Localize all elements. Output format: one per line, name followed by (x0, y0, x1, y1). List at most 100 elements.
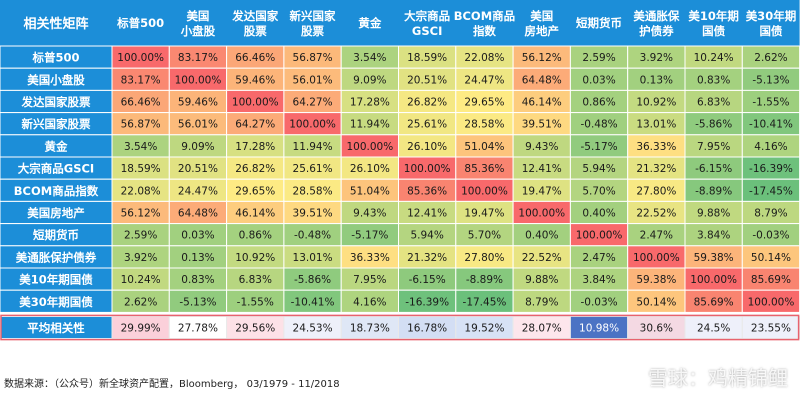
cell-value: 100.00% (633, 252, 680, 264)
cell-value: -8.89% (695, 185, 732, 197)
cell-value: 100.00% (346, 141, 393, 153)
cell-value: 22.52% (636, 208, 676, 220)
cell-value: 51.04% (350, 185, 390, 197)
cell-value: 0.86% (239, 230, 272, 242)
cell-value: 66.46% (235, 52, 275, 64)
cell-value: 13.01% (636, 119, 676, 131)
cell-value: 5.70% (582, 185, 615, 197)
cell-value: 4.16% (353, 296, 386, 308)
cell-value: 9.88% (697, 208, 730, 220)
header-row (0, 0, 800, 46)
average-value: 10.98% (579, 323, 619, 335)
cell-value: -10.41% (749, 119, 793, 131)
cell-value: 27.80% (636, 185, 676, 197)
cell-value: -6.15% (409, 274, 446, 286)
cell-value: 7.95% (697, 141, 730, 153)
column-header-line: 股票 (301, 24, 324, 38)
cell-value: -8.89% (466, 274, 503, 286)
cell-value: 59.38% (694, 252, 734, 264)
column-header-line: 新兴国家 (290, 9, 336, 23)
cell-value: 59.46% (235, 74, 275, 86)
cell-value: 56.12% (522, 52, 562, 64)
cell-value: 66.46% (121, 97, 161, 109)
cell-value: 25.61% (407, 119, 447, 131)
column-header-line: GSCI (412, 24, 442, 38)
cell-value: -5.86% (294, 274, 331, 286)
cell-value: 3.54% (124, 141, 157, 153)
cell-value: 64.48% (178, 208, 218, 220)
cell-value: 2.47% (582, 252, 615, 264)
row-header: 美国房地产 (27, 206, 85, 220)
column-header-line: 黄金 (358, 16, 381, 30)
average-row-outline (0, 314, 800, 341)
row-header: 美通胀保护债券 (16, 250, 97, 264)
cell-value: 5.94% (410, 230, 443, 242)
cell-value: 3.84% (582, 274, 615, 286)
cell-value: 50.14% (636, 296, 676, 308)
cell-value: -5.86% (695, 119, 732, 131)
cell-value: 0.83% (697, 74, 730, 86)
cell-value: 24.47% (178, 185, 218, 197)
cell-value: 21.32% (407, 252, 447, 264)
cell-value: -17.45% (463, 296, 507, 308)
cell-value: 12.41% (407, 208, 447, 220)
cell-value: 26.82% (235, 163, 275, 175)
column-header: 美国小盘股 (180, 9, 216, 38)
cell-value: 100.00% (690, 274, 737, 286)
cell-value: 36.33% (636, 141, 676, 153)
cell-value: 3.84% (697, 230, 730, 242)
cell-value: 2.59% (582, 52, 615, 64)
cell-value: 9.09% (353, 74, 386, 86)
row-header: 短期货币 (33, 228, 79, 242)
column-header: BCOM商品指数 (454, 9, 515, 38)
cell-value: 3.92% (124, 252, 157, 264)
row-header: 美国小盘股 (27, 73, 85, 87)
cell-value: 100.00% (232, 97, 279, 109)
row-header: 美30年期国债 (19, 295, 93, 309)
row-header: 美10年期国债 (19, 273, 93, 287)
cell-value: 8.79% (525, 296, 558, 308)
cell-value: 85.69% (694, 296, 734, 308)
average-value: 16.78% (407, 323, 447, 335)
cell-value: 0.86% (582, 97, 615, 109)
cell-value: 39.51% (293, 208, 333, 220)
cell-value: -5.13% (179, 296, 216, 308)
cell-value: 19.47% (522, 185, 562, 197)
cell-value: 26.10% (350, 163, 390, 175)
average-value: 23.55% (751, 323, 791, 335)
cell-value: 46.14% (522, 97, 562, 109)
cell-value: 0.83% (181, 274, 214, 286)
cell-value: 17.28% (235, 141, 275, 153)
cell-value: 51.04% (464, 141, 504, 153)
column-header-line: 标普500 (116, 16, 164, 30)
cell-value: 2.62% (754, 52, 787, 64)
cell-value: 29.65% (235, 185, 275, 197)
cell-value: 100.00% (461, 185, 508, 197)
row-header: 黄金 (45, 139, 68, 153)
average-value: 30.6% (640, 323, 673, 335)
cell-value: 27.80% (464, 252, 504, 264)
cell-value: 56.87% (293, 52, 333, 64)
column-header-line: 美通胀保 (633, 9, 679, 23)
cell-value: -1.55% (237, 296, 274, 308)
row-header: BCOM商品指数 (14, 184, 99, 198)
cell-value: 9.43% (525, 141, 558, 153)
cell-value: -17.45% (749, 185, 793, 197)
cell-value: 26.10% (407, 141, 447, 153)
cell-value: 64.48% (522, 74, 562, 86)
cell-value: 39.51% (522, 119, 562, 131)
cell-value: 29.65% (464, 97, 504, 109)
column-header-line: 美30年期 (746, 9, 797, 23)
cell-value: 13.01% (293, 252, 333, 264)
cell-value: -1.55% (752, 97, 789, 109)
column-header: 发达国家股票 (231, 9, 278, 38)
cell-value: 2.59% (124, 230, 157, 242)
cell-value: -0.48% (294, 230, 331, 242)
column-header: 新兴国家股票 (290, 9, 336, 38)
cell-value: 56.01% (178, 119, 218, 131)
cell-value: 18.59% (121, 163, 161, 175)
row-header: 新兴国家股票 (22, 117, 91, 131)
cell-value: 7.95% (353, 274, 386, 286)
cell-value: 28.58% (293, 185, 333, 197)
cell-value: 6.83% (697, 97, 730, 109)
